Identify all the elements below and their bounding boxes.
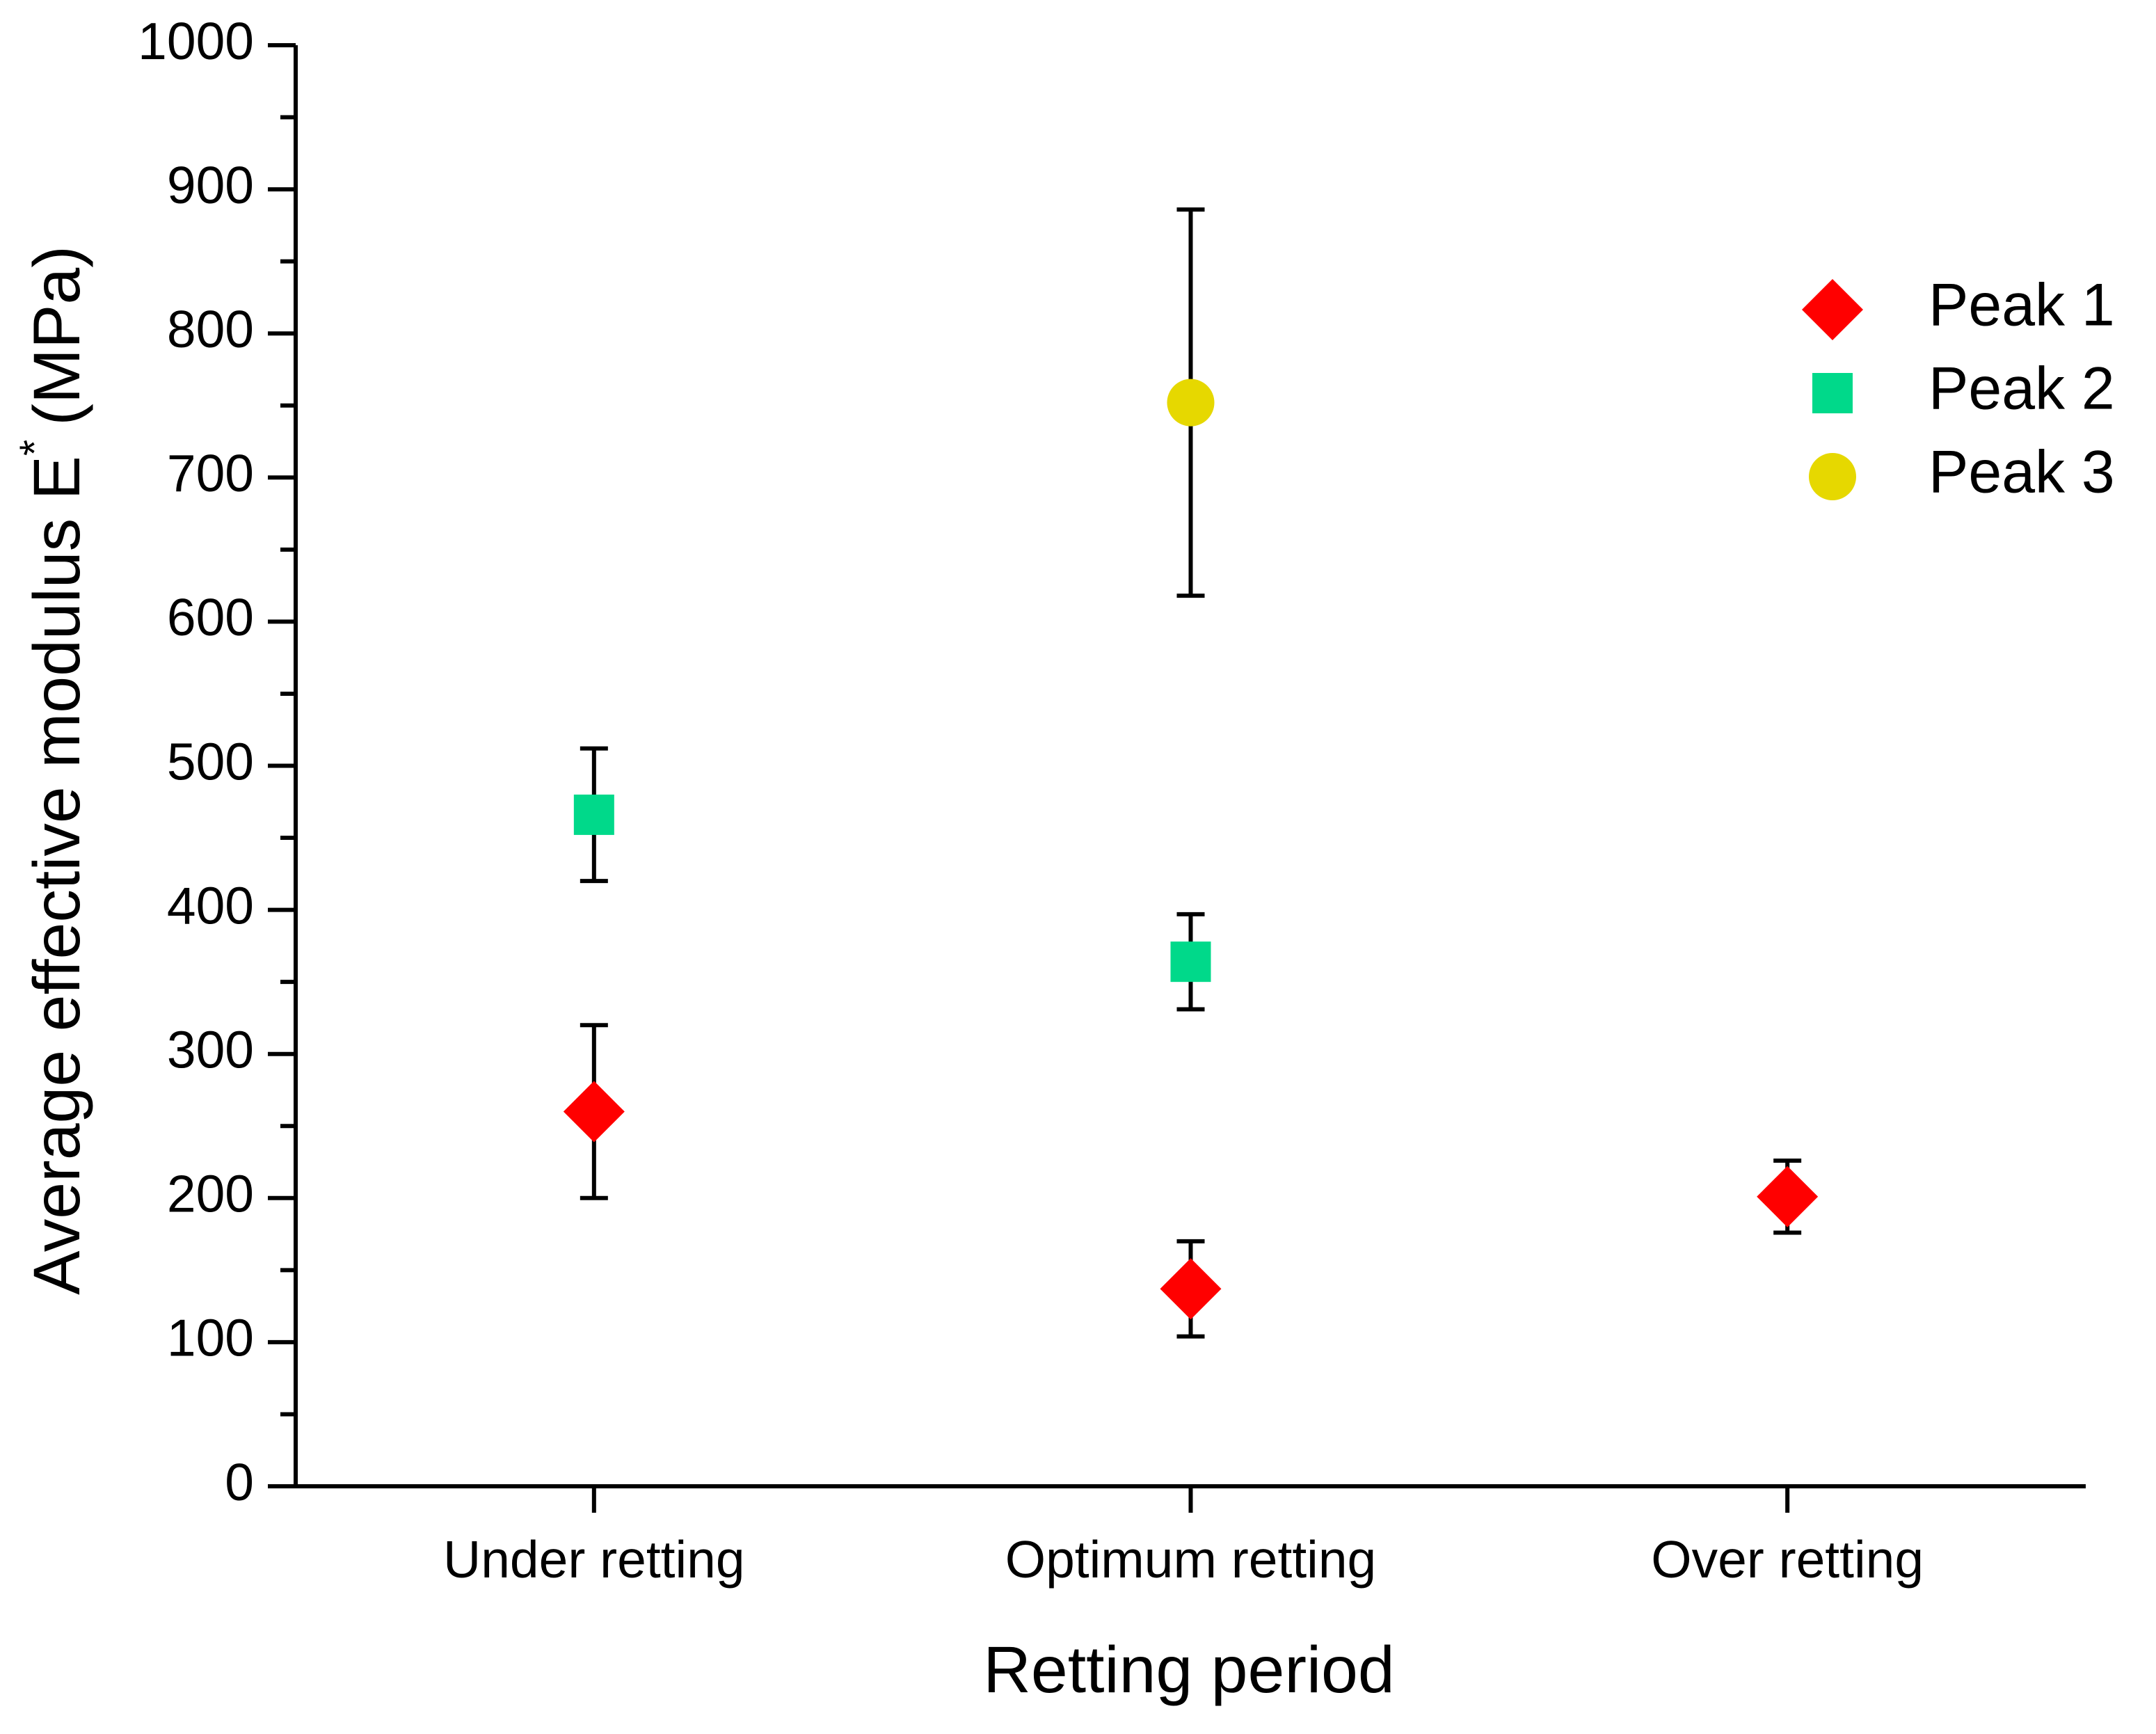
y-axis-title: Average effective modulus E* (MPa)	[11, 246, 94, 1295]
legend-marker	[1802, 279, 1863, 340]
y-tick-label: 300	[167, 1021, 254, 1079]
y-axis-title-sup: *	[11, 440, 58, 456]
y-axis-title-unit: (MPa)	[20, 246, 94, 426]
x-tick-label: Under retting	[443, 1530, 745, 1589]
y-tick-label: 100	[167, 1309, 254, 1367]
y-tick-label: 0	[225, 1453, 254, 1511]
x-tick-label: Over retting	[1651, 1530, 1924, 1589]
y-tick-label: 900	[167, 156, 254, 214]
legend-label: Peak 3	[1929, 439, 2115, 506]
legend-marker	[1809, 453, 1856, 500]
y-tick-label: 700	[167, 444, 254, 502]
y-tick-label: 200	[167, 1165, 254, 1223]
y-tick-label: 400	[167, 876, 254, 934]
legend-label: Peak 1	[1929, 272, 2115, 339]
y-tick-label: 800	[167, 300, 254, 358]
y-axis-title-main: Average effective modulus E	[20, 456, 94, 1295]
legend-marker	[1812, 373, 1853, 413]
data-point	[1170, 941, 1211, 983]
legend-label: Peak 2	[1929, 356, 2115, 422]
data-point	[1757, 1166, 1819, 1227]
x-axis-title: Retting period	[983, 1633, 1394, 1707]
data-point	[563, 1081, 625, 1143]
data-point	[1160, 1258, 1222, 1320]
y-tick-label: 600	[167, 588, 254, 646]
y-tick-label: 1000	[138, 12, 254, 70]
data-point	[1167, 379, 1215, 427]
x-tick-label: Optimum retting	[1005, 1530, 1377, 1589]
data-point	[573, 794, 614, 835]
y-tick-label: 500	[167, 732, 254, 790]
